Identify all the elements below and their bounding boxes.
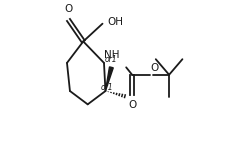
- Text: O: O: [64, 4, 73, 14]
- Text: O: O: [151, 62, 159, 73]
- Text: OH: OH: [107, 17, 123, 27]
- Polygon shape: [106, 67, 113, 91]
- Text: NH: NH: [104, 50, 119, 60]
- Text: or1: or1: [105, 55, 117, 64]
- Text: O: O: [128, 100, 136, 110]
- Text: or1: or1: [101, 83, 114, 92]
